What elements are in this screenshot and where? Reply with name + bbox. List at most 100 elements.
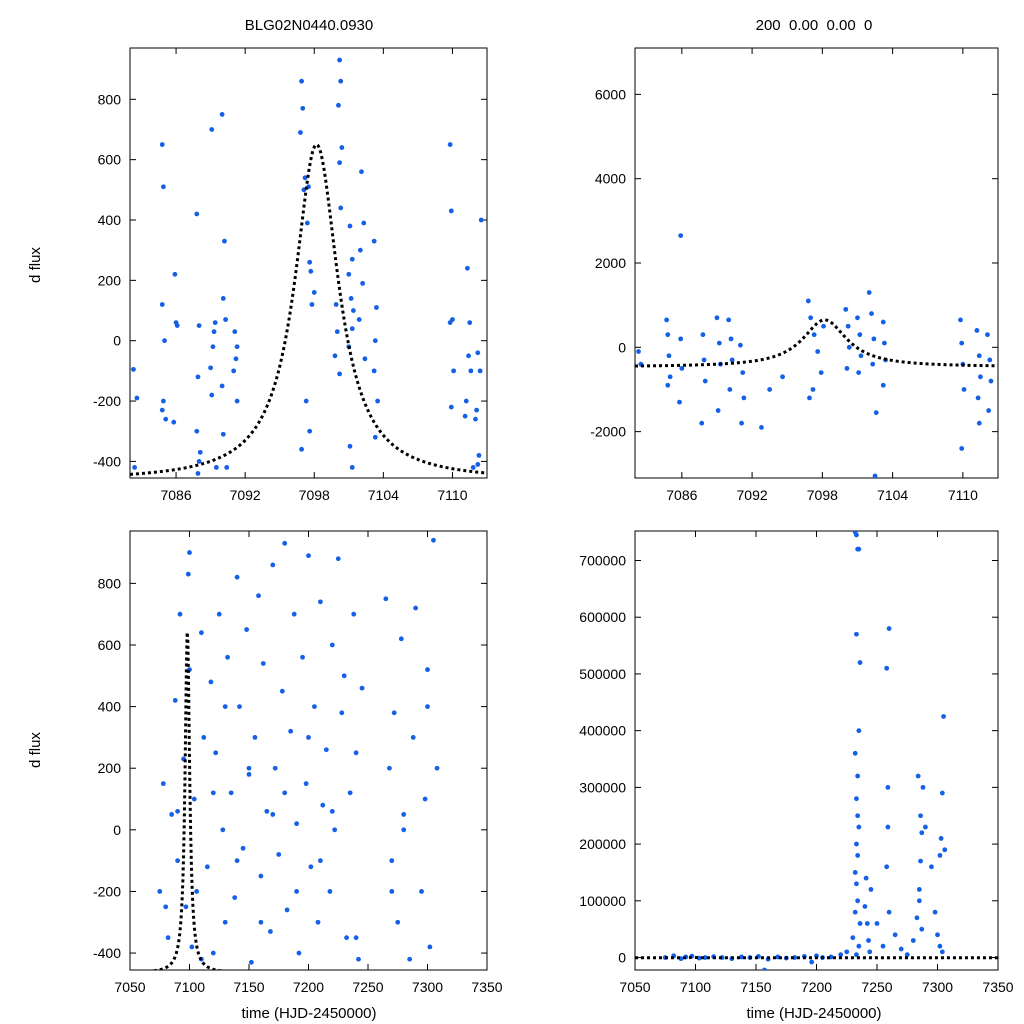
- data-point: [871, 336, 877, 342]
- data-point: [258, 873, 264, 879]
- data-point: [478, 217, 484, 223]
- data-point: [300, 654, 305, 660]
- data-point: [854, 796, 859, 802]
- data-point: [987, 357, 993, 363]
- data-point: [163, 904, 169, 910]
- panel-top-right: 7086 7092 7098 7104 7110 -2000 0 2000 4000 6000: [590, 47, 999, 503]
- x-tick-label: 7300: [412, 979, 443, 995]
- x-tick-label: 7092: [230, 487, 261, 503]
- data-point: [131, 366, 136, 372]
- data-point: [425, 704, 430, 709]
- plot-frame: [634, 47, 999, 479]
- data-point: [470, 465, 476, 470]
- data-point: [201, 735, 207, 740]
- data-point: [246, 771, 252, 777]
- data-point: [702, 378, 708, 384]
- data-point: [863, 875, 869, 881]
- data-point: [475, 350, 481, 356]
- data-point: [391, 710, 397, 716]
- data-point: [431, 537, 436, 543]
- y-tick-label: -400: [93, 453, 121, 469]
- data-point: [667, 374, 673, 380]
- data-point: [762, 967, 767, 970]
- data-point: [729, 357, 735, 363]
- data-point: [886, 626, 892, 631]
- x-tick-label: 7104: [368, 487, 399, 503]
- y-tick-label: 200000: [579, 836, 626, 852]
- data-point: [311, 290, 317, 295]
- data-point: [700, 332, 706, 338]
- data-point: [160, 781, 166, 787]
- data-point: [357, 247, 363, 253]
- data-point: [870, 361, 876, 367]
- data-point: [232, 329, 238, 335]
- data-point: [678, 233, 684, 238]
- data-point: [857, 660, 863, 665]
- data-point: [195, 471, 201, 476]
- x-tick-label: 7086: [160, 487, 191, 503]
- x-tick-label: 7092: [737, 487, 768, 503]
- data-point: [939, 949, 945, 955]
- y-tick-label: 0: [618, 950, 626, 966]
- x-tick-label: 7098: [807, 487, 838, 503]
- data-point: [223, 317, 228, 322]
- data-point: [284, 907, 290, 913]
- data-point: [372, 434, 378, 440]
- data-point: [336, 102, 341, 108]
- data-point: [211, 329, 217, 335]
- data-point: [838, 952, 844, 958]
- data-point: [740, 370, 746, 376]
- data-point: [959, 340, 965, 346]
- data-point: [196, 459, 202, 464]
- data-point: [885, 824, 891, 830]
- data-point: [986, 408, 992, 413]
- data-point: [932, 909, 938, 915]
- x-tick-label: 7350: [982, 979, 1013, 995]
- y-tick-label: 600000: [579, 609, 626, 625]
- data-point: [767, 387, 773, 392]
- data-point: [233, 356, 239, 362]
- chart-title-right: 200 0.00 0.00 0: [756, 17, 873, 34]
- data-point: [220, 296, 226, 301]
- panel-top-left: 7086 7092 7098 7104 7110 -400 -200 0 200 400 600 80…: [93, 47, 488, 503]
- y-tick-label: -200: [93, 393, 121, 409]
- data-point: [299, 446, 304, 452]
- data-point: [427, 944, 433, 950]
- data-point: [240, 845, 246, 851]
- data-point: [334, 329, 340, 335]
- data-point: [360, 280, 366, 286]
- data-point: [291, 611, 297, 617]
- data-point: [862, 904, 868, 909]
- data-point: [216, 611, 222, 617]
- data-point: [939, 790, 945, 796]
- data-series: [662, 531, 948, 970]
- data-point: [852, 870, 858, 875]
- data-point: [222, 704, 228, 709]
- x-tick-label: 7110: [948, 487, 978, 503]
- y-tick-label: 300000: [579, 779, 626, 795]
- y-tick-label: 400000: [579, 723, 626, 739]
- data-point: [916, 887, 922, 892]
- x-tick-label: 7250: [861, 979, 892, 995]
- data-point: [307, 428, 313, 434]
- data-point: [985, 332, 990, 338]
- data-point: [210, 950, 216, 956]
- data-point: [858, 353, 864, 359]
- y-tick-label: 600: [98, 152, 122, 168]
- data-point: [726, 317, 732, 323]
- data-point: [210, 344, 216, 350]
- data-point: [224, 465, 230, 470]
- data-point: [338, 78, 344, 84]
- data-point: [919, 926, 925, 932]
- data-point: [208, 679, 214, 685]
- data-point: [852, 750, 858, 756]
- x-tick-label: 7050: [114, 979, 145, 995]
- data-point: [199, 630, 204, 636]
- data-point: [476, 452, 482, 458]
- y-tick-label: 500000: [579, 666, 626, 682]
- data-point: [300, 105, 306, 111]
- data-point: [225, 654, 230, 660]
- data-point: [854, 841, 859, 847]
- data-point: [172, 698, 178, 703]
- data-point: [867, 949, 873, 955]
